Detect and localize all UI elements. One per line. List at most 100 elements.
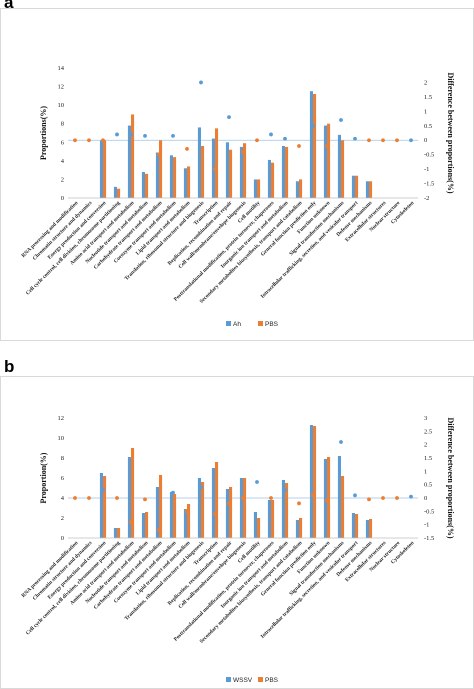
difference-point bbox=[171, 133, 175, 138]
difference-point bbox=[255, 480, 259, 484]
y-axis-title: Proportion(%) bbox=[39, 452, 48, 503]
bar-ah bbox=[113, 186, 117, 198]
y2-tick-label: -0.5 bbox=[424, 152, 434, 159]
difference-point bbox=[171, 490, 175, 495]
difference-point bbox=[213, 167, 217, 172]
difference-point bbox=[381, 496, 385, 500]
y2-tick-label: 0.5 bbox=[424, 482, 432, 489]
bar-ah bbox=[323, 125, 327, 198]
difference-point bbox=[269, 496, 273, 500]
bar-wssv bbox=[169, 492, 173, 538]
bar-pbs bbox=[159, 140, 163, 198]
bar-wssv bbox=[99, 473, 103, 538]
bar-pbs bbox=[103, 476, 107, 538]
bar-wssv bbox=[337, 456, 341, 538]
y-tick-label: 10 bbox=[58, 435, 65, 442]
bar-pbs bbox=[369, 519, 373, 538]
panel-a-letter: a bbox=[4, 0, 14, 12]
difference-point bbox=[227, 115, 231, 120]
difference-point bbox=[199, 80, 203, 85]
bar-wssv bbox=[197, 478, 201, 538]
difference-point bbox=[339, 440, 343, 444]
difference-point bbox=[157, 528, 161, 532]
bar-pbs bbox=[229, 487, 233, 538]
bar-ah bbox=[267, 159, 271, 198]
bar-ah bbox=[183, 168, 187, 198]
bar-pbs bbox=[201, 146, 205, 198]
bar-ah bbox=[337, 134, 341, 198]
bar-ah bbox=[127, 125, 131, 198]
bar-pbs bbox=[173, 494, 177, 538]
y2-tick-label: -1 bbox=[424, 166, 429, 173]
y2-axis-title: Difference between proportions(%) bbox=[446, 72, 455, 193]
y2-tick-label: 2 bbox=[424, 442, 427, 449]
difference-point bbox=[395, 138, 399, 143]
bar-wssv bbox=[225, 489, 229, 538]
y2-tick-label: 1 bbox=[424, 108, 427, 115]
bar-pbs bbox=[327, 123, 331, 198]
bar-ah bbox=[155, 152, 159, 198]
bar-ah bbox=[225, 142, 229, 198]
bar-pbs bbox=[215, 462, 219, 538]
difference-point bbox=[101, 138, 105, 143]
legend-label: Ah bbox=[233, 321, 241, 328]
bar-wssv bbox=[183, 509, 187, 538]
bar-wssv bbox=[281, 480, 285, 538]
bar-pbs bbox=[243, 143, 247, 198]
panel-b-frame bbox=[0, 376, 474, 689]
bar-pbs bbox=[341, 476, 345, 538]
bar-pbs bbox=[257, 179, 261, 198]
y-tick-label: 8 bbox=[61, 121, 64, 128]
y-tick-label: 6 bbox=[61, 475, 65, 482]
difference-point bbox=[241, 149, 245, 154]
difference-point bbox=[87, 496, 91, 500]
difference-point bbox=[213, 512, 217, 516]
difference-point bbox=[381, 138, 385, 143]
difference-point bbox=[269, 132, 273, 137]
y2-tick-label: 1.5 bbox=[424, 94, 432, 101]
bar-ah bbox=[141, 172, 145, 198]
bar-pbs bbox=[257, 518, 261, 538]
bar-wssv bbox=[351, 513, 355, 538]
bar-ah bbox=[253, 179, 257, 198]
bar-pbs bbox=[271, 500, 275, 538]
y2-tick-label: 2.5 bbox=[424, 428, 432, 435]
difference-point bbox=[409, 494, 413, 499]
y2-tick-label: -2 bbox=[424, 195, 429, 202]
y-tick-label: 4 bbox=[61, 158, 65, 165]
bar-wssv bbox=[365, 520, 369, 538]
panel-a: a 0 2 4 6 8 10 12 14 -2 -1.5 -1 -0.5 0 0.5 1 1.5 2 Propor… bbox=[0, 0, 474, 341]
panel-a-frame bbox=[0, 8, 474, 341]
difference-point bbox=[115, 132, 119, 137]
difference-point bbox=[353, 136, 357, 141]
bar-wssv bbox=[211, 468, 215, 538]
bar-pbs bbox=[355, 514, 359, 538]
difference-point bbox=[395, 496, 399, 500]
legend-label: PBS bbox=[265, 677, 279, 684]
y-axis-title: Proportions(%) bbox=[39, 106, 48, 160]
bar-wssv bbox=[295, 520, 299, 538]
difference-point bbox=[367, 138, 371, 143]
legend-swatch bbox=[258, 677, 263, 682]
bar-ah bbox=[281, 146, 285, 198]
y2-tick-label: 0 bbox=[424, 495, 427, 502]
bar-wssv bbox=[127, 457, 131, 538]
y-tick-label: 6 bbox=[61, 139, 65, 146]
difference-point bbox=[185, 146, 189, 151]
y2-tick-label: -1 bbox=[424, 522, 429, 529]
difference-point bbox=[283, 488, 287, 492]
y2-tick-label: -1.5 bbox=[424, 535, 434, 542]
difference-point bbox=[143, 133, 147, 138]
bar-pbs bbox=[313, 94, 317, 198]
difference-point bbox=[339, 118, 343, 122]
bar-wssv bbox=[155, 487, 159, 538]
legend-label: PBS bbox=[265, 321, 279, 328]
difference-point bbox=[297, 144, 301, 148]
bar-pbs bbox=[131, 448, 135, 538]
bar-pbs bbox=[187, 504, 191, 538]
bar-pbs bbox=[355, 175, 359, 198]
difference-point bbox=[409, 138, 413, 143]
bar-ah bbox=[365, 181, 369, 198]
bar-wssv bbox=[267, 500, 271, 538]
y-tick-label: 0 bbox=[61, 535, 64, 542]
